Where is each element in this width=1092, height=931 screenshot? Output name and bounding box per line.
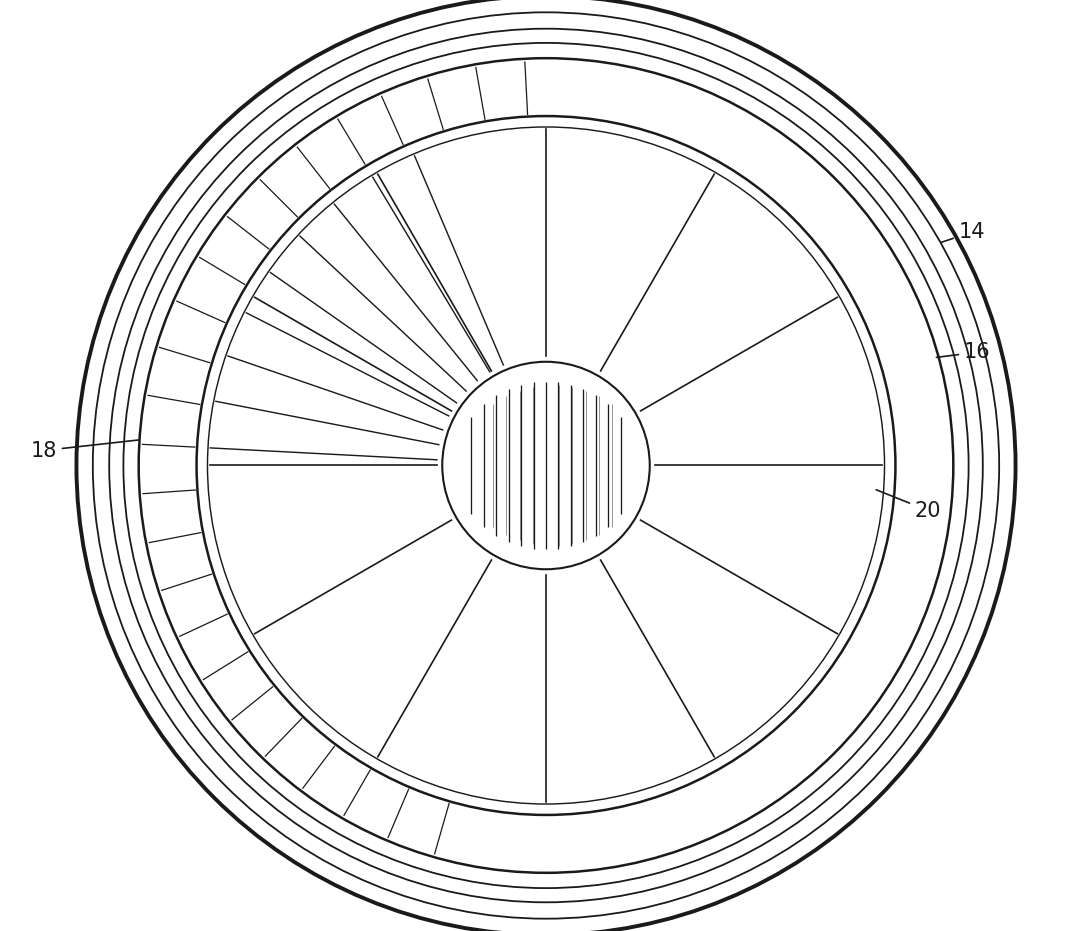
Text: 16: 16 <box>937 343 990 362</box>
Text: 14: 14 <box>941 223 985 242</box>
Text: 18: 18 <box>31 440 139 461</box>
Text: 20: 20 <box>876 490 941 520</box>
Circle shape <box>442 362 650 569</box>
